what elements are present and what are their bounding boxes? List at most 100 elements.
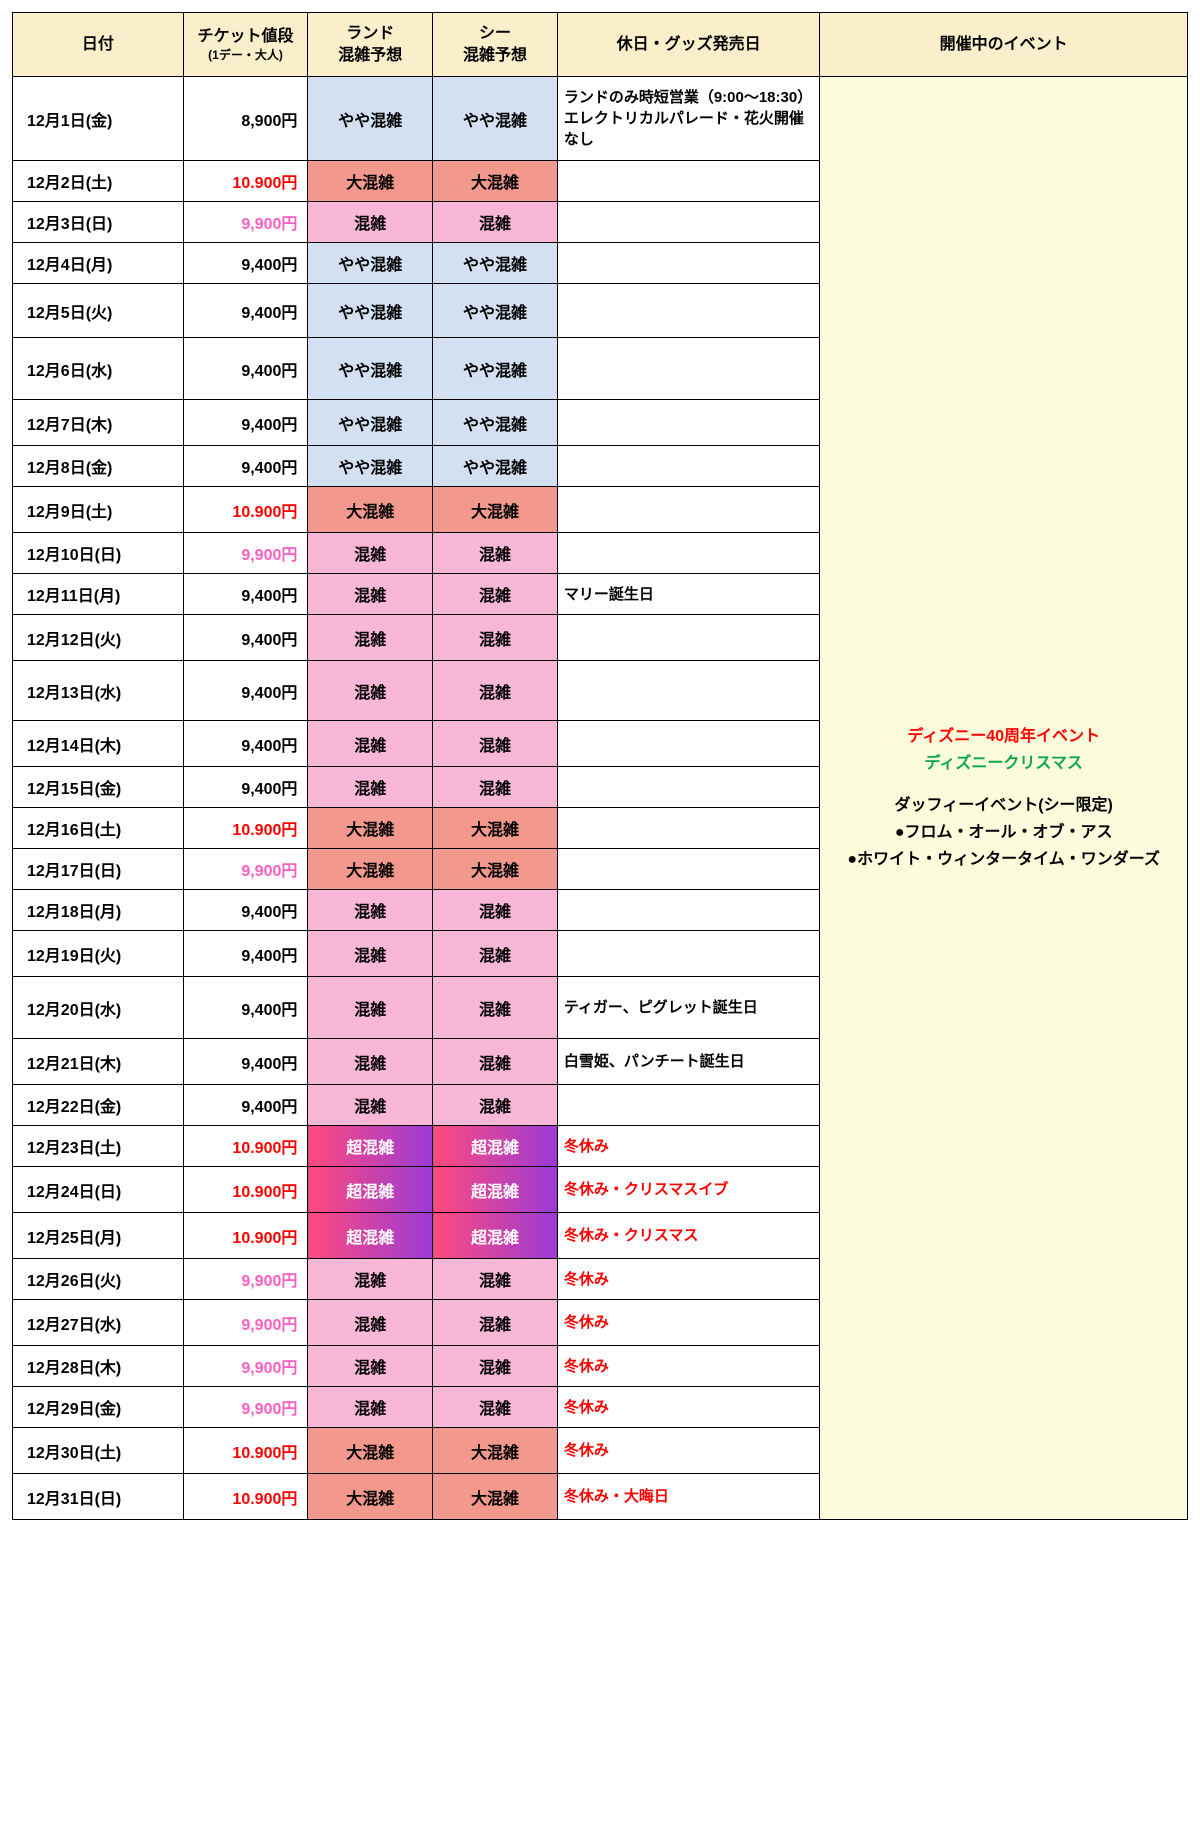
price-cell: 9,400円	[183, 284, 308, 338]
event-cell: ディズニー40周年イベントディズニークリスマスダッフィーイベント(シー限定)●フ…	[820, 77, 1188, 1520]
crowd-cell: 超混雑	[308, 1167, 433, 1213]
header-event: 開催中のイベント	[820, 13, 1188, 77]
crowd-cell: 超混雑	[433, 1167, 558, 1213]
crowd-cell: 混雑	[308, 615, 433, 661]
crowd-cell: 混雑	[308, 931, 433, 977]
price-cell: 10.900円	[183, 1428, 308, 1474]
date-cell: 12月16日(土)	[13, 808, 184, 849]
crowd-cell: 混雑	[433, 661, 558, 721]
note-cell	[557, 661, 820, 721]
crowd-cell: 大混雑	[308, 1474, 433, 1520]
date-cell: 12月6日(水)	[13, 338, 184, 400]
table-body: 12月1日(金)8,900円やや混雑やや混雑ランドのみ時短営業（9:00～18:…	[13, 77, 1188, 1520]
crowd-cell: やや混雑	[308, 77, 433, 161]
crowd-cell: 混雑	[433, 202, 558, 243]
price-cell: 9,900円	[183, 202, 308, 243]
price-cell: 9,900円	[183, 1259, 308, 1300]
header-sea: シー混雑予想	[433, 13, 558, 77]
note-cell	[557, 849, 820, 890]
crowd-cell: 混雑	[433, 1039, 558, 1085]
crowd-cell: 混雑	[433, 767, 558, 808]
crowd-cell: 混雑	[308, 767, 433, 808]
note-cell	[557, 161, 820, 202]
date-cell: 12月1日(金)	[13, 77, 184, 161]
crowd-cell: 超混雑	[308, 1126, 433, 1167]
crowd-cell: 混雑	[308, 890, 433, 931]
note-cell	[557, 890, 820, 931]
note-cell	[557, 487, 820, 533]
date-cell: 12月7日(木)	[13, 400, 184, 446]
date-cell: 12月9日(土)	[13, 487, 184, 533]
date-cell: 12月13日(水)	[13, 661, 184, 721]
date-cell: 12月21日(木)	[13, 1039, 184, 1085]
price-cell: 9,900円	[183, 849, 308, 890]
crowd-cell: 混雑	[308, 574, 433, 615]
note-cell: 冬休み・大晦日	[557, 1474, 820, 1520]
note-cell: 冬休み・クリスマス	[557, 1213, 820, 1259]
note-cell	[557, 400, 820, 446]
price-cell: 10.900円	[183, 487, 308, 533]
note-cell	[557, 1085, 820, 1126]
crowd-cell: 混雑	[433, 1346, 558, 1387]
crowd-cell: 大混雑	[433, 161, 558, 202]
crowd-cell: 大混雑	[433, 808, 558, 849]
note-cell: ランドのみ時短営業（9:00～18:30）エレクトリカルパレード・花火開催なし	[557, 77, 820, 161]
event-line-3: ダッフィーイベント(シー限定)	[826, 792, 1181, 819]
note-cell	[557, 284, 820, 338]
note-cell	[557, 533, 820, 574]
note-cell: 冬休み	[557, 1126, 820, 1167]
note-cell: 冬休み	[557, 1259, 820, 1300]
crowd-cell: 混雑	[308, 1259, 433, 1300]
crowd-cell: 混雑	[433, 721, 558, 767]
crowd-cell: 混雑	[433, 1085, 558, 1126]
header-price: チケット値段 (1デー・大人)	[183, 13, 308, 77]
date-cell: 12月20日(水)	[13, 977, 184, 1039]
price-cell: 9,400円	[183, 400, 308, 446]
price-cell: 9,400円	[183, 1085, 308, 1126]
crowd-cell: 混雑	[308, 661, 433, 721]
price-cell: 9,400円	[183, 931, 308, 977]
crowd-cell: やや混雑	[433, 338, 558, 400]
note-cell: ティガー、ピグレット誕生日	[557, 977, 820, 1039]
note-cell	[557, 721, 820, 767]
date-cell: 12月15日(金)	[13, 767, 184, 808]
crowd-cell: 混雑	[433, 533, 558, 574]
note-cell	[557, 202, 820, 243]
date-cell: 12月26日(火)	[13, 1259, 184, 1300]
price-cell: 9,900円	[183, 1300, 308, 1346]
event-line-5: ●ホワイト・ウィンタータイム・ワンダーズ	[826, 846, 1181, 873]
crowd-cell: 混雑	[308, 1085, 433, 1126]
crowd-cell: やや混雑	[433, 243, 558, 284]
crowd-cell: 大混雑	[433, 1474, 558, 1520]
price-cell: 9,400円	[183, 446, 308, 487]
note-cell: マリー誕生日	[557, 574, 820, 615]
note-cell	[557, 931, 820, 977]
date-cell: 12月5日(火)	[13, 284, 184, 338]
price-cell: 10.900円	[183, 1126, 308, 1167]
note-cell	[557, 808, 820, 849]
date-cell: 12月24日(日)	[13, 1167, 184, 1213]
header-price-sub: (1デー・大人)	[188, 47, 304, 63]
crowd-cell: やや混雑	[433, 400, 558, 446]
note-cell	[557, 243, 820, 284]
price-cell: 10.900円	[183, 1213, 308, 1259]
crowd-cell: 混雑	[308, 977, 433, 1039]
date-cell: 12月18日(月)	[13, 890, 184, 931]
crowd-cell: 混雑	[433, 890, 558, 931]
price-cell: 9,400円	[183, 721, 308, 767]
crowd-cell: 混雑	[433, 1387, 558, 1428]
date-cell: 12月19日(火)	[13, 931, 184, 977]
crowd-cell: 混雑	[433, 977, 558, 1039]
crowd-cell: やや混雑	[308, 284, 433, 338]
price-cell: 9,400円	[183, 574, 308, 615]
crowd-cell: 大混雑	[433, 849, 558, 890]
header-row: 日付 チケット値段 (1デー・大人) ランド混雑予想 シー混雑予想 休日・グッズ…	[13, 13, 1188, 77]
price-cell: 9,900円	[183, 533, 308, 574]
price-cell: 8,900円	[183, 77, 308, 161]
note-cell: 冬休み	[557, 1346, 820, 1387]
note-cell	[557, 615, 820, 661]
header-price-main: チケット値段	[198, 28, 294, 45]
crowd-cell: 混雑	[308, 202, 433, 243]
date-cell: 12月12日(火)	[13, 615, 184, 661]
crowd-cell: 混雑	[433, 1300, 558, 1346]
